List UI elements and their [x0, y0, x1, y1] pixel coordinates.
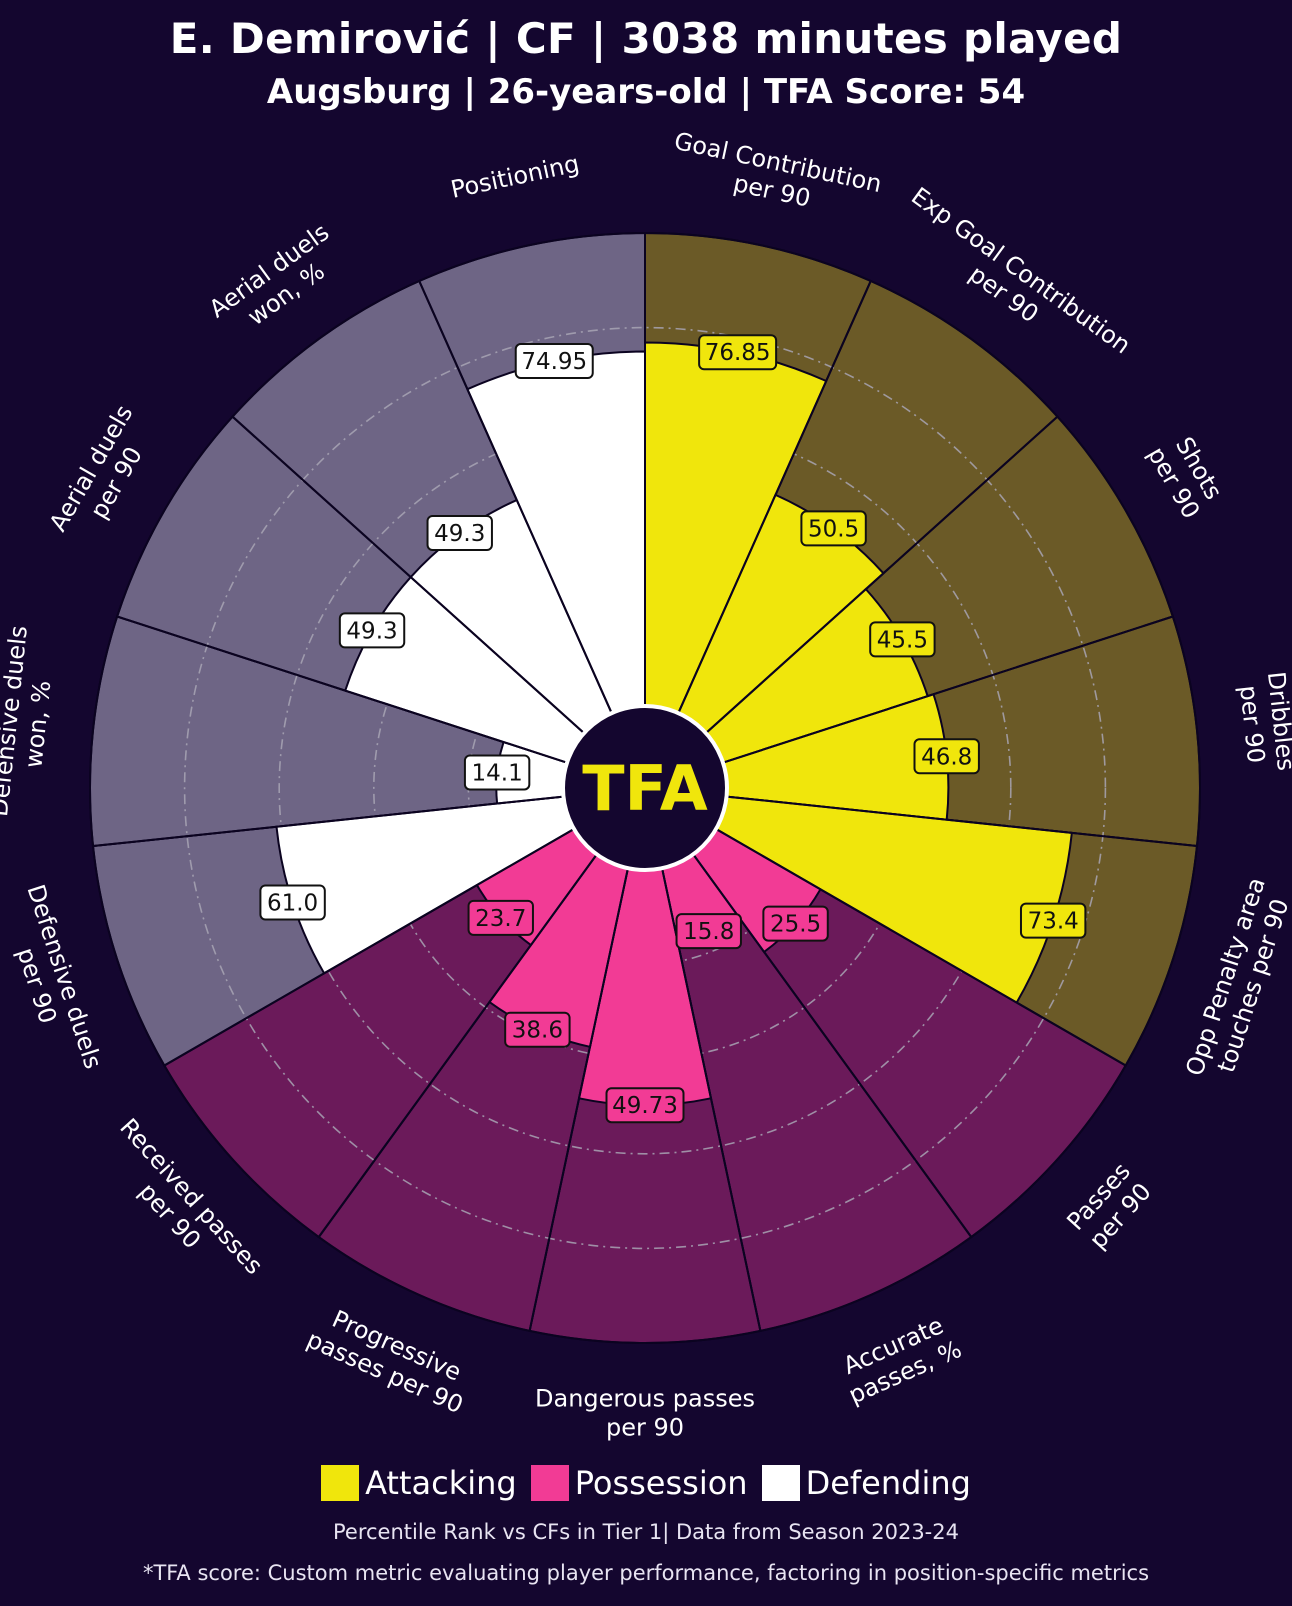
value-label-text: 14.1 [472, 760, 523, 786]
legend-item-defending: Defending [761, 1464, 971, 1502]
value-label-text: 50.5 [808, 516, 859, 542]
value-label-defensive-duels-per-90: 61.0 [259, 884, 326, 921]
value-label-box [514, 343, 594, 380]
footnote-score-definition: *TFA score: Custom metric evaluating pla… [142, 1561, 1150, 1585]
value-label-box [869, 621, 936, 658]
value-label-box [259, 884, 326, 921]
value-label-opp-penalty-area-touches-per-90: 73.4 [1019, 902, 1087, 939]
category-label-positioning: Positioning [448, 149, 582, 204]
value-label-goal-contribution-per-90: 76.85 [698, 334, 778, 371]
value-slices [275, 341, 1073, 1107]
value-label-aerial-duels-won: 49.3 [426, 515, 493, 552]
value-label-text: 49.3 [346, 618, 397, 644]
value-label-passes-per-90: 25.5 [762, 905, 829, 942]
value-label-text: 15.8 [683, 919, 734, 945]
category-label-passes-per-90: Passesper 90 [1061, 1157, 1157, 1255]
category-label-aerial-duels-won: Aerial duelswon, % [204, 218, 351, 347]
legend-item-possession: Possession [530, 1464, 748, 1502]
value-label-shots-per-90: 45.5 [869, 621, 936, 658]
value-label-dangerous-passes-per-90: 49.73 [605, 1087, 685, 1124]
center-logo-text: TFA [582, 752, 708, 825]
value-label-aerial-duels-per-90: 49.3 [338, 612, 406, 649]
legend-swatch-defending [761, 1465, 800, 1501]
category-label-defensive-duels-won: Defensive duelswon, % [0, 624, 62, 821]
value-label-box [762, 905, 829, 942]
value-label-positioning: 74.95 [514, 343, 594, 380]
value-label-box [913, 738, 980, 775]
divider-line [726, 795, 1198, 848]
value-label-text: 61.0 [267, 891, 318, 917]
value-label-text: 74.95 [521, 349, 587, 375]
value-label-text: 49.73 [612, 1093, 678, 1119]
value-label-box [463, 754, 531, 791]
value-label-text: 45.5 [877, 627, 928, 653]
chart-title: E. Demirović | CF | 3038 minutes played [169, 14, 1123, 63]
divider-line [317, 853, 598, 1238]
value-label-box [675, 913, 742, 950]
category-label-goal-contribution-per-90: Goal Contributionper 90 [666, 127, 885, 227]
value-label-text: 23.7 [475, 906, 526, 932]
pizza-chart: 76.85 50.5 45.5 46.8 73.4 25.5 15.8 49.73 38.6 23… [0, 127, 1292, 1442]
value-label-box [467, 899, 534, 936]
value-label-box [338, 612, 406, 649]
category-label-dangerous-passes-per-90: Dangerous passes per 90 [535, 1385, 755, 1442]
legend-item-attacking: Attacking [321, 1464, 517, 1502]
value-label-box [800, 510, 867, 547]
value-label-box [605, 1087, 685, 1124]
category-label-defensive-duels-per-90: Defensive duelsper 90 [0, 881, 107, 1081]
value-label-box [1019, 902, 1087, 939]
divider-line [116, 615, 568, 764]
legend: Attacking Possession Defending [0, 1464, 1292, 1502]
category-label-accurate-passes: Accuratepasses, % [833, 1308, 966, 1409]
outer-ring [89, 232, 1201, 1344]
legend-label-attacking: Attacking [365, 1464, 517, 1502]
legend-swatch-attacking [321, 1465, 360, 1501]
value-label-text: 73.4 [1028, 909, 1079, 935]
value-label-dribbles-per-90: 46.8 [913, 738, 980, 775]
divider-line [722, 615, 1174, 764]
value-label-text: 46.8 [921, 744, 972, 770]
category-label-shots-per-90: Shotsper 90 [1142, 427, 1230, 523]
value-label-text: 25.5 [770, 912, 821, 938]
footnote-data-source: Percentile Rank vs CFs in Tier 1| Data f… [332, 1520, 959, 1544]
value-label-text: 49.3 [434, 521, 485, 547]
center-logo-circle [561, 704, 729, 872]
category-label-aerial-duels-per-90: Aerial duelsper 90 [44, 400, 164, 550]
category-label-dribbles-per-90: Dribblesper 90 [1233, 670, 1292, 775]
divider-line [528, 868, 629, 1332]
value-label-progressive-passes-per-90: 38.6 [504, 1011, 571, 1048]
value-label-box [698, 334, 778, 371]
value-label-exp-goal-contribution-per-90: 50.5 [800, 510, 867, 547]
value-label-text: 38.6 [512, 1018, 563, 1044]
legend-label-defending: Defending [805, 1464, 971, 1502]
divider-line [705, 415, 1059, 734]
category-label-progressive-passes-per-90: Progressivepasses per 90 [303, 1299, 480, 1419]
value-label-box [504, 1011, 571, 1048]
value-label-accurate-passes: 15.8 [675, 913, 742, 950]
gridline-80 [183, 326, 1107, 1250]
value-label-defensive-duels-won: 14.1 [463, 754, 531, 791]
divider-line [163, 828, 575, 1067]
divider-line [418, 280, 613, 714]
value-label-text: 76.85 [705, 340, 771, 366]
divider-line [715, 828, 1127, 1067]
value-labels: 76.85 50.5 45.5 46.8 73.4 25.5 15.8 49.73 38.6 23… [259, 334, 1087, 1124]
divider-line [231, 415, 585, 734]
legend-swatch-possession [530, 1465, 569, 1501]
divider-lines [89, 232, 1201, 1344]
divider-line [92, 795, 564, 848]
legend-label-possession: Possession [574, 1464, 748, 1502]
value-label-box [426, 515, 493, 552]
value-label-received-passes-per-90: 23.7 [467, 899, 534, 936]
divider-line [677, 280, 872, 714]
category-label-opp-penalty-area-touches-per-90: Opp Penalty areatouches per 90 [1180, 874, 1292, 1088]
chart-subtitle: Augsburg | 26-years-old | TFA Score: 54 [266, 72, 1026, 112]
